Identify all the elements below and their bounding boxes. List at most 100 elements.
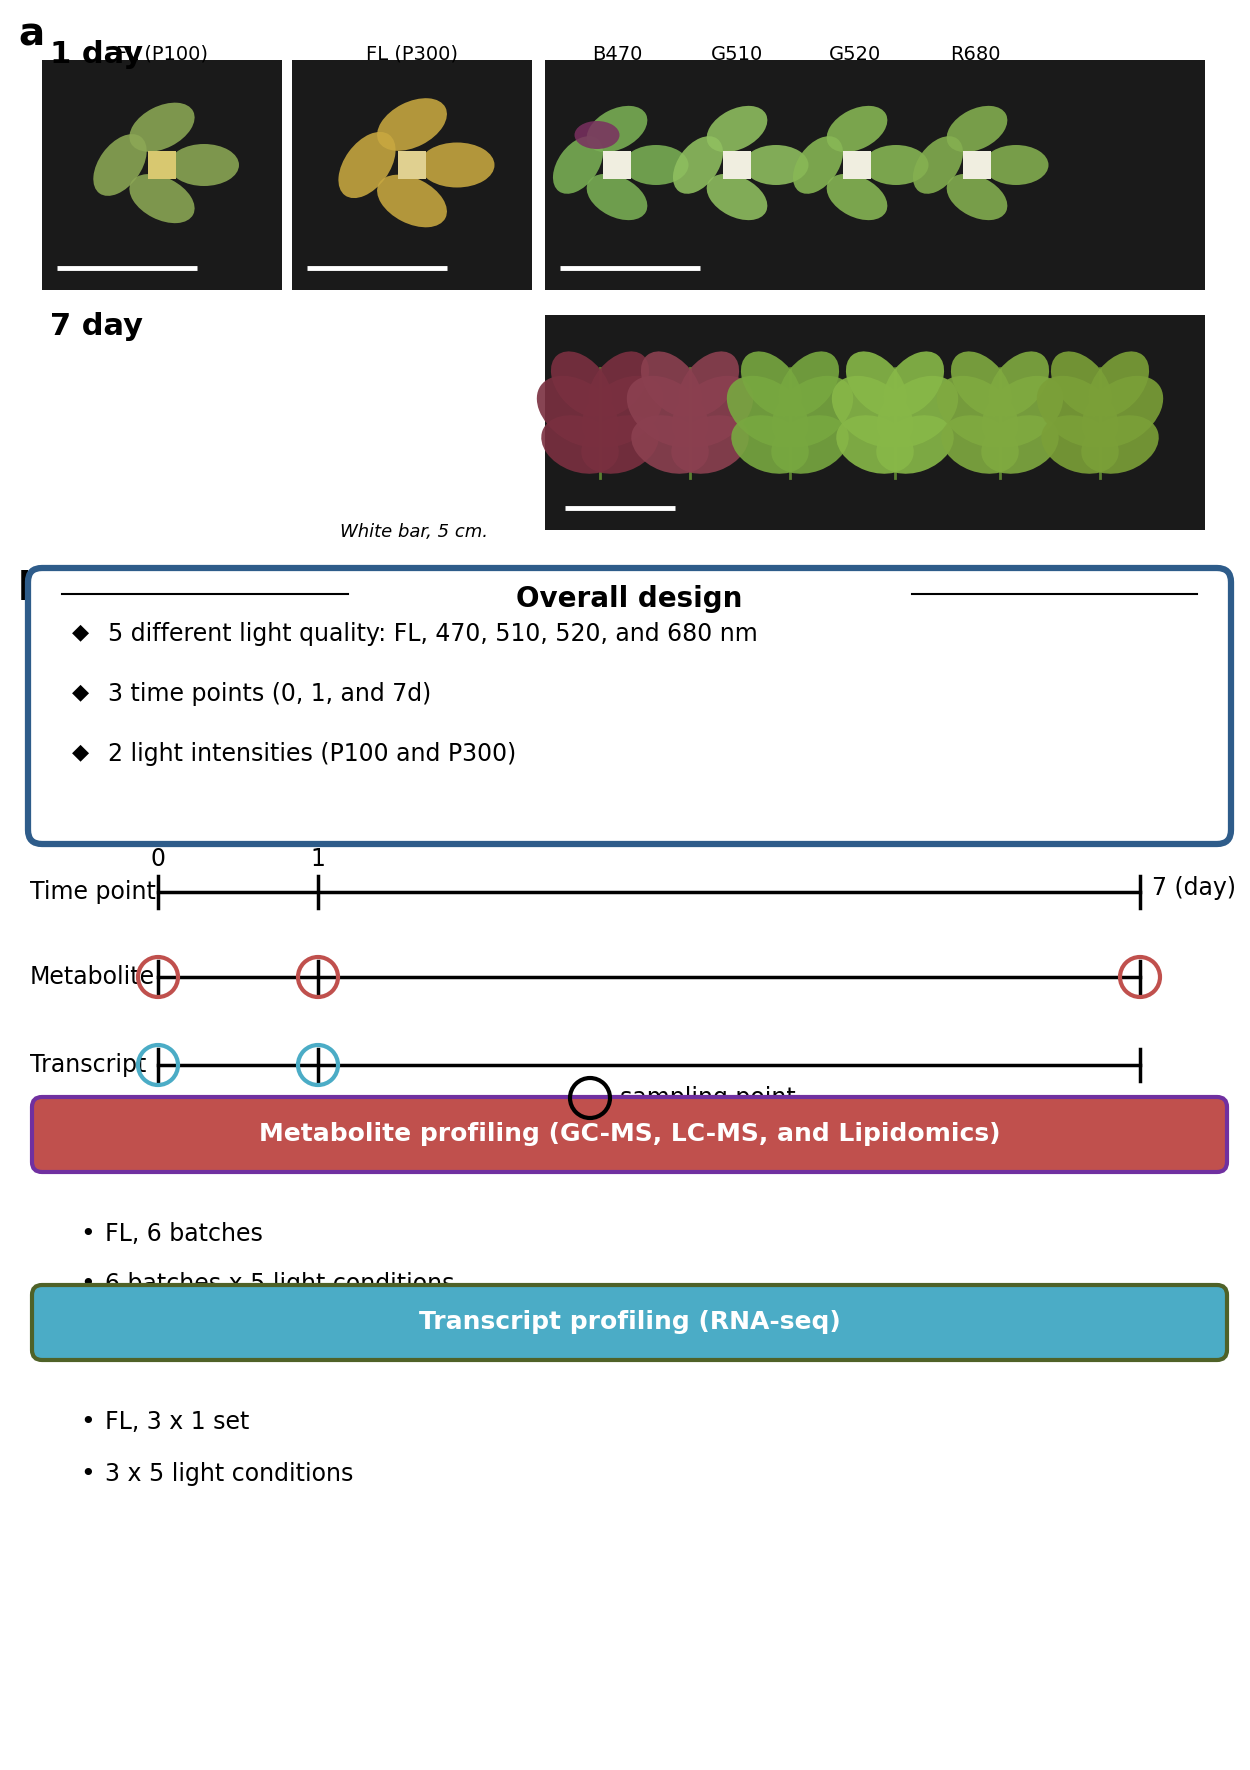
Text: Metabolite profiling (GC-MS, LC-MS, and Lipidomics): Metabolite profiling (GC-MS, LC-MS, and … <box>259 1122 1000 1147</box>
Ellipse shape <box>378 175 448 227</box>
Ellipse shape <box>744 145 809 186</box>
Text: Transcript: Transcript <box>30 1053 146 1076</box>
Ellipse shape <box>169 143 239 186</box>
Ellipse shape <box>94 135 146 196</box>
Ellipse shape <box>624 145 689 186</box>
Bar <box>148 150 176 179</box>
Text: •: • <box>80 1462 95 1487</box>
Ellipse shape <box>420 143 495 188</box>
Ellipse shape <box>831 375 914 448</box>
Ellipse shape <box>941 416 1019 474</box>
Ellipse shape <box>679 352 739 416</box>
Ellipse shape <box>581 416 659 474</box>
Text: FL (P100): FL (P100) <box>116 44 208 64</box>
Ellipse shape <box>846 352 906 416</box>
Bar <box>292 60 532 290</box>
Ellipse shape <box>1081 375 1164 448</box>
Ellipse shape <box>339 133 395 198</box>
Text: 6 batches x 5 light conditions: 6 batches x 5 light conditions <box>105 1273 455 1296</box>
Text: R680: R680 <box>950 44 1000 64</box>
Ellipse shape <box>589 352 649 416</box>
Ellipse shape <box>771 416 849 474</box>
Ellipse shape <box>792 136 842 193</box>
Text: G510: G510 <box>711 44 762 64</box>
Ellipse shape <box>575 120 620 149</box>
Text: Overall design: Overall design <box>516 586 742 612</box>
Ellipse shape <box>1081 416 1159 474</box>
Ellipse shape <box>946 106 1008 152</box>
FancyBboxPatch shape <box>32 1285 1228 1359</box>
Text: 2 light intensities (P100 and P300): 2 light intensities (P100 and P300) <box>107 742 516 766</box>
Text: 3 time points (0, 1, and 7d): 3 time points (0, 1, and 7d) <box>107 681 431 706</box>
Text: b: b <box>18 570 46 609</box>
Ellipse shape <box>130 103 195 152</box>
Text: ◆: ◆ <box>72 681 89 703</box>
Ellipse shape <box>541 416 619 474</box>
Ellipse shape <box>1041 416 1119 474</box>
Ellipse shape <box>826 106 887 152</box>
Ellipse shape <box>726 375 809 448</box>
Ellipse shape <box>706 173 768 219</box>
FancyBboxPatch shape <box>28 568 1231 844</box>
Text: ◆: ◆ <box>72 621 89 643</box>
Ellipse shape <box>1089 352 1149 416</box>
Text: sampling point: sampling point <box>620 1087 796 1110</box>
Ellipse shape <box>989 352 1049 416</box>
Bar <box>545 60 1205 290</box>
Ellipse shape <box>641 352 701 416</box>
Text: FL (P300): FL (P300) <box>366 44 458 64</box>
Ellipse shape <box>626 375 709 448</box>
Ellipse shape <box>586 106 648 152</box>
Text: ◆: ◆ <box>72 742 89 763</box>
Bar <box>962 150 991 179</box>
Ellipse shape <box>981 416 1059 474</box>
Ellipse shape <box>586 173 648 219</box>
Ellipse shape <box>836 416 914 474</box>
Text: B470: B470 <box>591 44 642 64</box>
Ellipse shape <box>912 136 962 193</box>
Text: 5 different light quality: FL, 470, 510, 520, and 680 nm: 5 different light quality: FL, 470, 510,… <box>107 621 758 646</box>
Bar <box>722 150 751 179</box>
Ellipse shape <box>552 136 602 193</box>
Text: 1: 1 <box>310 848 325 871</box>
Ellipse shape <box>731 416 809 474</box>
Text: 1 day: 1 day <box>50 41 142 69</box>
Text: •: • <box>80 1221 95 1246</box>
Ellipse shape <box>779 352 839 416</box>
Text: Transcript profiling (RNA-seq): Transcript profiling (RNA-seq) <box>419 1310 840 1335</box>
Ellipse shape <box>876 416 954 474</box>
Text: 7 day: 7 day <box>50 312 142 342</box>
Ellipse shape <box>672 136 722 193</box>
Text: a: a <box>18 14 44 53</box>
Ellipse shape <box>706 106 768 152</box>
Text: Time point: Time point <box>30 880 156 904</box>
Text: G520: G520 <box>829 44 881 64</box>
Bar <box>545 315 1205 529</box>
Ellipse shape <box>671 416 749 474</box>
Ellipse shape <box>741 352 801 416</box>
Bar <box>842 150 871 179</box>
Ellipse shape <box>130 173 195 223</box>
Text: •: • <box>80 1411 95 1434</box>
Ellipse shape <box>551 352 611 416</box>
Ellipse shape <box>981 375 1064 448</box>
Ellipse shape <box>581 375 664 448</box>
Ellipse shape <box>536 375 619 448</box>
Text: Metabolite: Metabolite <box>30 965 155 989</box>
Ellipse shape <box>951 352 1011 416</box>
Ellipse shape <box>671 375 754 448</box>
Text: White bar, 5 cm.: White bar, 5 cm. <box>340 522 488 542</box>
Ellipse shape <box>864 145 929 186</box>
Ellipse shape <box>936 375 1019 448</box>
Ellipse shape <box>826 173 887 219</box>
Ellipse shape <box>1051 352 1111 416</box>
Text: •: • <box>80 1273 95 1296</box>
Bar <box>398 150 426 179</box>
Ellipse shape <box>631 416 709 474</box>
Ellipse shape <box>378 97 448 150</box>
Ellipse shape <box>771 375 854 448</box>
Ellipse shape <box>946 173 1008 219</box>
Bar <box>602 150 631 179</box>
Text: 3 x 5 light conditions: 3 x 5 light conditions <box>105 1462 354 1487</box>
Text: FL, 3 x 1 set: FL, 3 x 1 set <box>105 1411 250 1434</box>
